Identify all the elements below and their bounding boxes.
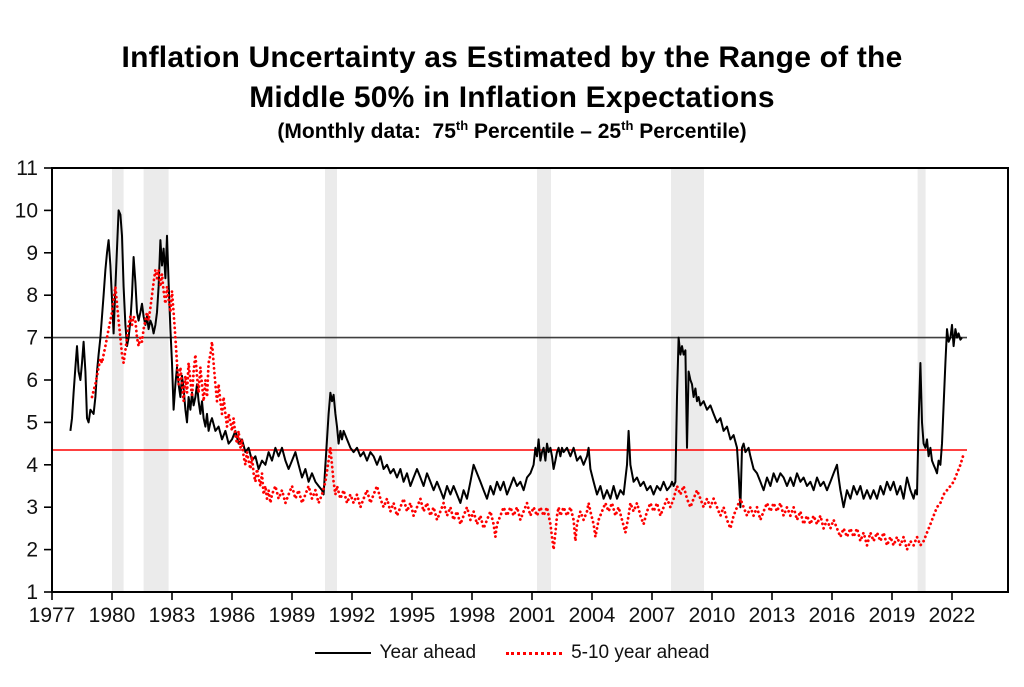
legend-label-year-ahead: Year ahead: [379, 642, 477, 663]
y-axis-tick-label: 11: [16, 157, 38, 180]
y-axis-tick-label: 9: [26, 242, 38, 265]
x-axis-tick-label: 2019: [869, 604, 916, 627]
chart-subtitle: (Monthly data: 75th Percentile – 25th Pe…: [0, 119, 1024, 144]
x-axis-tick-label: 1992: [329, 604, 376, 627]
subtitle-text: Percentile): [633, 120, 747, 143]
x-axis-tick-label: 2022: [929, 604, 976, 627]
series-5-10-year-ahead: [90, 268, 965, 551]
legend-label-5-10-year-ahead: 5-10 year ahead: [571, 642, 710, 663]
y-axis-tick-label: 1: [26, 581, 38, 604]
plot-border: [51, 167, 1009, 593]
subtitle-superscript: th: [455, 118, 469, 133]
x-axis-tick-label: 1977: [29, 604, 76, 627]
chart-legend: Year ahead 5-10 year ahead: [0, 640, 1024, 666]
subtitle-text: Percentile – 25: [468, 120, 622, 143]
y-axis-tick-label: 6: [26, 369, 38, 392]
x-axis-tick-label: 1998: [449, 604, 496, 627]
x-axis-tick-label: 2013: [749, 604, 796, 627]
x-axis-tick-label: 2010: [689, 604, 736, 627]
recession-band: [143, 168, 169, 592]
legend-item-year-ahead: Year ahead: [314, 642, 477, 664]
subtitle-text: (Monthly data: 75: [277, 120, 456, 143]
x-axis-tick-label: 2004: [569, 604, 616, 627]
recession-band: [325, 168, 337, 592]
chart-title-line-2: Middle 50% in Inflation Expectations: [249, 81, 775, 114]
subtitle-superscript: th: [621, 118, 634, 133]
x-axis-tick-label: 1986: [209, 604, 256, 627]
y-axis-tick-label: 4: [26, 454, 38, 477]
y-axis-tick-label: 5: [26, 411, 38, 434]
legend-item-5-10-year-ahead: 5-10 year ahead: [506, 642, 709, 664]
x-axis-tick-label: 1989: [269, 604, 316, 627]
series-year-ahead: [69, 209, 963, 509]
y-axis-tick-label: 7: [26, 327, 38, 350]
recession-band: [112, 168, 124, 592]
x-axis-tick-label: 2007: [629, 604, 676, 627]
x-axis-tick-label: 1980: [89, 604, 136, 627]
chart-title-line-1: Inflation Uncertainty as Estimated by th…: [121, 41, 903, 74]
x-axis-tick-label: 1983: [149, 604, 196, 627]
recession-band: [537, 168, 551, 592]
x-axis-tick-label: 1995: [389, 604, 436, 627]
legend-dotted-line-sample: [506, 651, 563, 655]
chart-header: Inflation Uncertainty as Estimated by th…: [0, 38, 1024, 144]
y-axis-tick-label: 3: [26, 496, 38, 519]
y-axis-tick-label: 8: [26, 284, 38, 307]
y-axis-tick-label: 2: [26, 539, 38, 562]
x-axis-tick-label: 2001: [509, 604, 556, 627]
legend-solid-line-sample: [314, 652, 371, 654]
y-axis-tick-label: 10: [15, 199, 38, 222]
x-axis-tick-label: 2016: [809, 604, 856, 627]
